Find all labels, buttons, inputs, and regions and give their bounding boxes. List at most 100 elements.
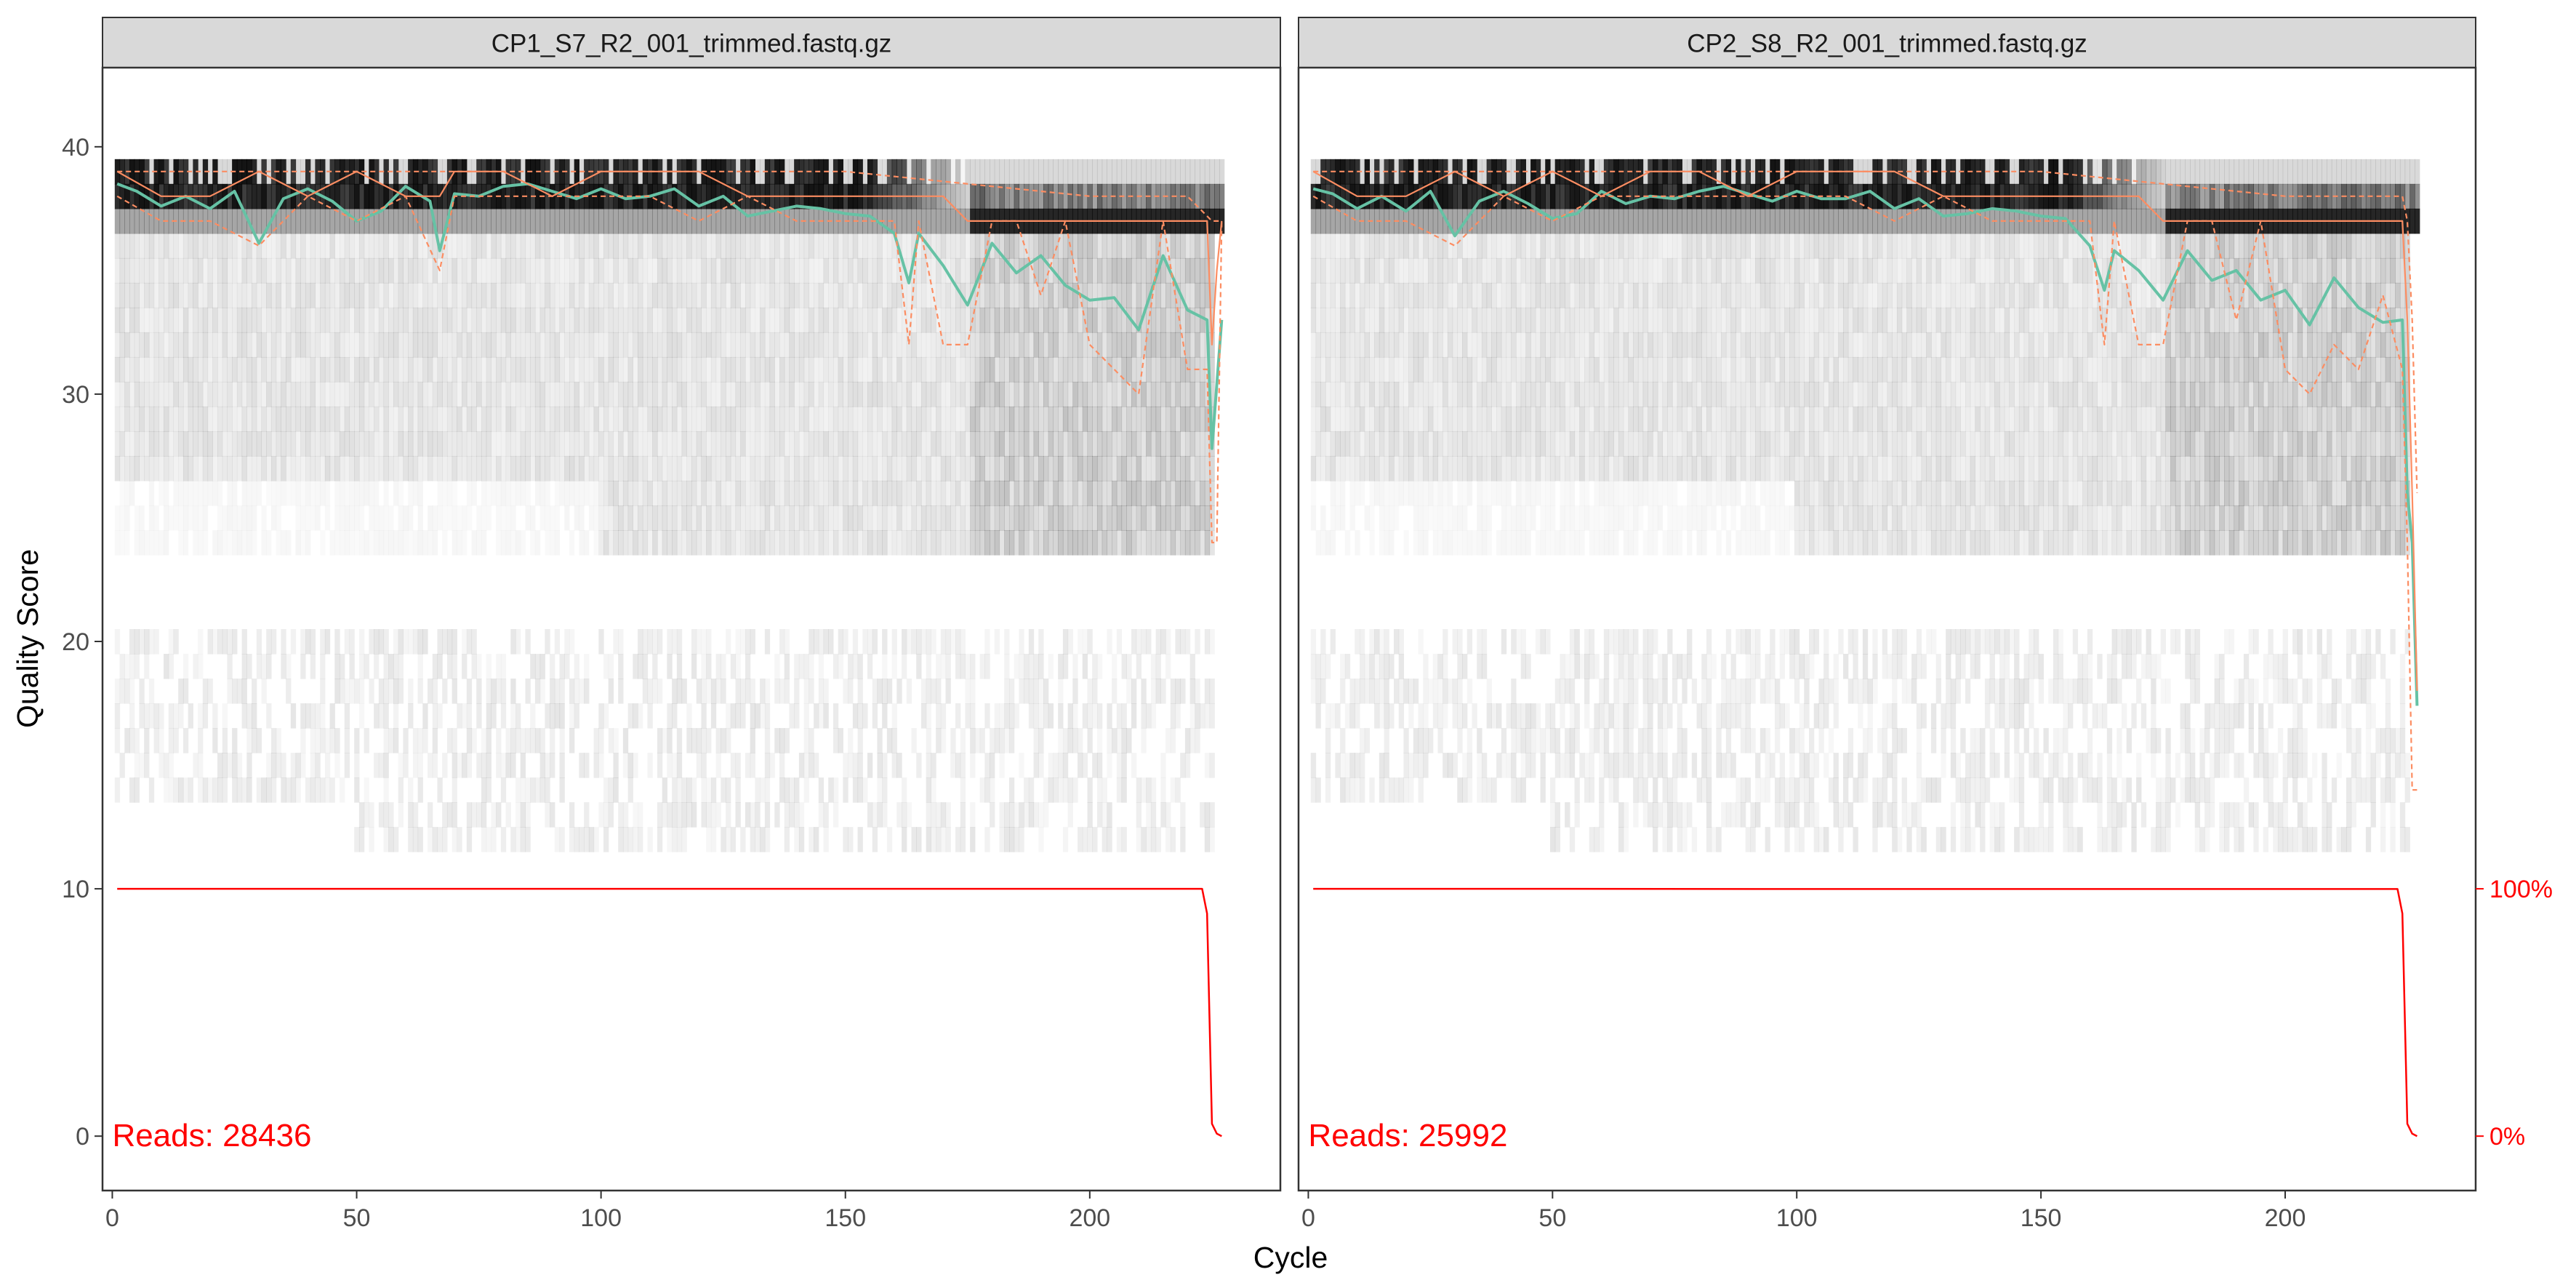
- heatmap-cell: [853, 382, 858, 407]
- heatmap-cell: [447, 456, 452, 481]
- heatmap-cell: [374, 703, 379, 729]
- heatmap-cell: [1316, 431, 1321, 457]
- heatmap-cell: [1340, 481, 1345, 506]
- heatmap-cell: [129, 308, 135, 333]
- heatmap-cell: [1350, 753, 1355, 778]
- heatmap-cell: [686, 233, 691, 259]
- heatmap-cell: [252, 283, 257, 308]
- heatmap-cell: [828, 382, 833, 407]
- heatmap-cell: [491, 382, 496, 407]
- heatmap-cell: [1078, 505, 1083, 531]
- heatmap-cell: [833, 431, 838, 457]
- heatmap-cell: [305, 233, 310, 259]
- heatmap-cell: [853, 481, 858, 506]
- heatmap-cell: [628, 456, 633, 481]
- heatmap-cell: [603, 233, 609, 259]
- heatmap-cell: [510, 357, 515, 383]
- heatmap-cell: [965, 456, 970, 481]
- heatmap-cell: [697, 382, 702, 407]
- heatmap-cell: [403, 357, 408, 383]
- heatmap-cell: [1360, 357, 1365, 383]
- heatmap-cell: [858, 456, 863, 481]
- heatmap-cell: [345, 233, 350, 259]
- heatmap-cell: [276, 753, 281, 778]
- heatmap-cell: [364, 530, 369, 556]
- heatmap-cell: [740, 703, 745, 729]
- heatmap-cell: [603, 407, 609, 432]
- heatmap-cell: [232, 629, 237, 655]
- heatmap-cell: [931, 802, 936, 828]
- heatmap-cell: [178, 407, 183, 432]
- heatmap-cell: [384, 728, 389, 753]
- heatmap-cell: [970, 233, 975, 259]
- heatmap-cell: [892, 308, 897, 333]
- heatmap-cell: [271, 629, 276, 655]
- heatmap-cell: [1156, 629, 1161, 655]
- heatmap-cell: [574, 308, 579, 333]
- heatmap-cell: [735, 753, 740, 778]
- heatmap-cell: [896, 283, 902, 308]
- heatmap-cell: [467, 703, 472, 729]
- heatmap-cell: [1195, 728, 1200, 753]
- heatmap-cell: [467, 382, 472, 407]
- heatmap-cell: [785, 233, 790, 259]
- heatmap-cell: [808, 308, 814, 333]
- heatmap-cell: [1165, 728, 1171, 753]
- heatmap-cell: [398, 332, 404, 358]
- heatmap-cell: [330, 777, 335, 803]
- heatmap-cell: [1379, 431, 1384, 457]
- heatmap-cell: [995, 431, 1000, 457]
- heatmap-cell: [340, 481, 345, 506]
- heatmap-cell: [1165, 431, 1171, 457]
- heatmap-cell: [682, 777, 687, 803]
- heatmap-cell: [882, 753, 887, 778]
- heatmap-cell: [691, 802, 697, 828]
- heatmap-cell: [785, 209, 790, 234]
- heatmap-cell: [990, 802, 995, 828]
- heatmap-cell: [1403, 728, 1408, 753]
- heatmap-cell: [310, 456, 316, 481]
- heatmap-cell: [457, 827, 462, 852]
- heatmap-cell: [936, 679, 941, 704]
- heatmap-cell: [1160, 431, 1165, 457]
- heatmap-cell: [325, 753, 330, 778]
- heatmap-cell: [785, 456, 790, 481]
- heatmap-cell: [760, 679, 765, 704]
- heatmap-cell: [315, 728, 320, 753]
- heatmap-cell: [208, 679, 213, 704]
- heatmap-cell: [472, 382, 477, 407]
- heatmap-cell: [452, 382, 457, 407]
- heatmap-cell: [1004, 283, 1009, 308]
- heatmap-cell: [579, 679, 584, 704]
- heatmap-cell: [1185, 456, 1190, 481]
- heatmap-cell: [232, 233, 237, 259]
- heatmap-cell: [774, 382, 779, 407]
- heatmap-cell: [1165, 802, 1171, 828]
- heatmap-cell: [1146, 827, 1151, 852]
- heatmap-cell: [1004, 407, 1009, 432]
- heatmap-cell: [501, 233, 506, 259]
- heatmap-cell: [129, 679, 135, 704]
- heatmap-cell: [340, 407, 345, 432]
- heatmap-cell: [564, 357, 569, 383]
- heatmap-cell: [916, 407, 921, 432]
- heatmap-cell: [1316, 382, 1321, 407]
- heatmap-cell: [706, 431, 711, 457]
- heatmap-cell: [770, 382, 775, 407]
- heatmap-cell: [799, 407, 804, 432]
- heatmap-cell: [1345, 530, 1350, 556]
- heatmap-cell: [1072, 357, 1078, 383]
- heatmap-cell: [1394, 456, 1399, 481]
- heatmap-cell: [325, 407, 330, 432]
- heatmap-cell: [721, 258, 726, 284]
- heatmap-cell: [1024, 777, 1029, 803]
- heatmap-cell: [1374, 332, 1379, 358]
- heatmap-cell: [980, 283, 985, 308]
- heatmap-cell: [1185, 728, 1190, 753]
- heatmap-cell: [203, 456, 208, 481]
- heatmap-cell: [677, 209, 682, 234]
- heatmap-cell: [1399, 456, 1404, 481]
- heatmap-cell: [701, 382, 706, 407]
- heatmap-cell: [1360, 481, 1365, 506]
- heatmap-cell: [760, 332, 765, 358]
